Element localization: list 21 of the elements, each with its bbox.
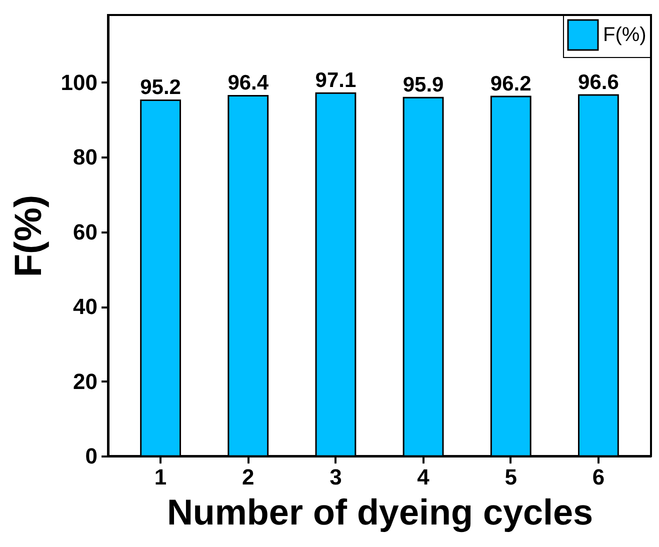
data-label: 96.6 <box>578 70 619 94</box>
x-axis-title: Number of dyeing cycles <box>166 492 594 532</box>
y-tick-label: 80 <box>73 144 98 170</box>
x-tick-label: 6 <box>592 464 605 490</box>
y-tick-label: 20 <box>73 368 98 394</box>
x-tick-label: 1 <box>154 464 167 490</box>
data-label: 96.2 <box>490 72 532 96</box>
y-tick-label: 40 <box>73 294 98 320</box>
data-label: 97.1 <box>315 69 356 92</box>
y-tick-label: 60 <box>73 219 98 244</box>
data-label: 95.9 <box>402 74 444 97</box>
x-tick-label: 2 <box>242 464 254 490</box>
x-tick-label: 5 <box>504 464 517 490</box>
y-tick-label: 0 <box>85 444 98 468</box>
data-label: 96.4 <box>228 72 269 95</box>
y-tick-label: 100 <box>60 70 98 95</box>
data-label: 95.2 <box>140 76 181 100</box>
y-axis-title: F(%) <box>8 194 50 278</box>
x-tick-label: 3 <box>330 464 342 490</box>
x-tick-label: 4 <box>417 464 430 490</box>
legend-label: F(%) <box>603 24 646 46</box>
